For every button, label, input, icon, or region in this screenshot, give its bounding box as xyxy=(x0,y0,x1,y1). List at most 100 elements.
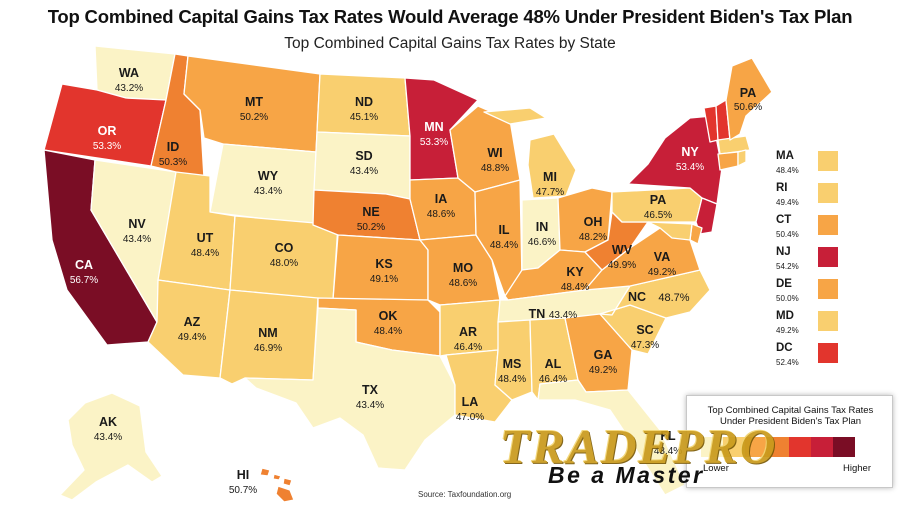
state-label-WV: WV xyxy=(612,243,633,257)
legend-swatch xyxy=(767,437,789,457)
state-value-GA: 49.2% xyxy=(589,365,617,376)
ne-abbr: RI xyxy=(776,182,788,194)
map-title: Top Combined Capital Gains Tax Rates Wou… xyxy=(47,6,853,27)
state-value-ND: 45.1% xyxy=(350,112,378,123)
legend-swatch xyxy=(789,437,811,457)
state-label-MO: MO xyxy=(453,261,473,275)
state-label-KY: KY xyxy=(566,265,584,279)
ne-swatch xyxy=(818,183,838,203)
state-value-SC: 47.3% xyxy=(631,340,659,351)
watermark-tagline: Be a Master xyxy=(548,462,705,488)
legend-swatch xyxy=(811,437,833,457)
state-value-HI: 50.7% xyxy=(229,485,257,496)
state-value-WI: 48.8% xyxy=(481,163,509,174)
state-value-MO: 48.6% xyxy=(449,278,477,289)
state-value-OR: 53.3% xyxy=(93,141,121,152)
legend-swatch xyxy=(833,437,855,457)
state-label-LA: LA xyxy=(462,395,479,409)
ne-swatch xyxy=(818,247,838,267)
source-note: Source: Taxfoundation.org xyxy=(418,490,512,499)
ne-value: 48.4% xyxy=(776,166,799,175)
state-CT xyxy=(717,151,739,171)
state-label-GA: GA xyxy=(594,348,613,362)
state-label-IA: IA xyxy=(435,192,448,206)
map-subtitle: Top Combined Capital Gains Tax Rates by … xyxy=(284,35,616,52)
state-label-NM: NM xyxy=(258,326,277,340)
state-value-NE: 50.2% xyxy=(357,222,385,233)
state-label-AZ: AZ xyxy=(184,315,201,329)
ne-swatch xyxy=(818,215,838,235)
state-label-UT: UT xyxy=(197,231,214,245)
state-value-IN: 46.6% xyxy=(528,237,556,248)
state-label-TN: TN xyxy=(529,307,546,321)
state-label-MS: MS xyxy=(503,357,522,371)
state-value-OK: 48.4% xyxy=(374,326,402,337)
ne-value: 49.2% xyxy=(776,326,799,335)
ne-item-ct: CT 50.4% xyxy=(776,214,850,244)
state-value-TN: 43.4% xyxy=(549,310,577,321)
map-legend: Top Combined Capital Gains Tax Rates Und… xyxy=(686,395,893,488)
state-HI xyxy=(259,467,295,503)
state-label-WA: WA xyxy=(119,66,139,80)
state-RI xyxy=(737,149,747,167)
state-AK xyxy=(59,392,163,501)
legend-high-label: Higher xyxy=(843,463,871,474)
state-value-MT: 50.2% xyxy=(240,112,268,123)
state-label-AK: AK xyxy=(99,415,117,429)
ne-item-nj: NJ 54.2% xyxy=(776,246,850,276)
state-value-PA: 46.5% xyxy=(644,210,672,221)
state-label-NY: NY xyxy=(681,145,699,159)
state-value-NY: 53.4% xyxy=(676,162,704,173)
ne-item-ma: MA 48.4% xyxy=(776,150,850,180)
ne-value: 49.4% xyxy=(776,198,799,207)
state-value-UT: 48.4% xyxy=(191,248,219,259)
legend-title: Top Combined Capital Gains Tax Rates Und… xyxy=(687,405,894,427)
legend-title-line2: Under President Biden's Tax Plan xyxy=(719,416,862,427)
state-value-ID: 50.3% xyxy=(159,157,187,168)
state-value-AL: 46.4% xyxy=(539,374,567,385)
ne-item-de: DE 50.0% xyxy=(776,278,850,308)
legend-swatch xyxy=(701,437,723,457)
state-label-ND: ND xyxy=(355,95,373,109)
state-value-MN: 53.3% xyxy=(420,137,448,148)
state-MD xyxy=(647,221,693,241)
legend-low-label: Lower xyxy=(703,463,729,474)
state-value-CA: 56.7% xyxy=(70,275,98,286)
ne-swatch xyxy=(818,311,838,331)
state-value-AZ: 49.4% xyxy=(178,332,206,343)
ne-abbr: MD xyxy=(776,310,794,322)
ne-swatch xyxy=(818,343,838,363)
ne-item-md: MD 49.2% xyxy=(776,310,850,340)
legend-swatch xyxy=(745,437,767,457)
ne-item-ri: RI 49.4% xyxy=(776,182,850,212)
state-MI xyxy=(483,107,547,125)
state-label-NC: NC xyxy=(628,290,646,304)
watermark-brand: TRADEPRO xyxy=(500,419,778,474)
state-value-IL: 48.4% xyxy=(490,240,518,251)
state-label-NE: NE xyxy=(362,205,379,219)
state-value-KY: 48.4% xyxy=(561,282,589,293)
state-label-WI: WI xyxy=(487,146,502,160)
state-value-IA: 48.6% xyxy=(427,209,455,220)
legend-swatch xyxy=(723,437,745,457)
state-value-AR: 46.4% xyxy=(454,342,482,353)
state-value-ME: 50.6% xyxy=(734,102,762,113)
state-label-FL: FL xyxy=(660,429,676,443)
ne-abbr: NJ xyxy=(776,246,791,258)
legend-title-line1: Top Combined Capital Gains Tax Rates xyxy=(707,405,874,416)
state-label-TX: TX xyxy=(362,383,379,397)
ne-swatch xyxy=(818,279,838,299)
state-value-WA: 43.2% xyxy=(115,83,143,94)
state-MA xyxy=(717,135,751,155)
state-NJ xyxy=(695,197,718,235)
state-label-OH: OH xyxy=(584,215,603,229)
ne-item-dc: DC 52.4% xyxy=(776,342,850,372)
state-label-NV: NV xyxy=(128,217,146,231)
state-value-TX: 43.4% xyxy=(356,400,384,411)
state-NY xyxy=(627,115,723,205)
state-label-WY: WY xyxy=(258,169,279,183)
state-label-HI: HI xyxy=(237,468,250,482)
state-label-MT: MT xyxy=(245,95,263,109)
state-VA xyxy=(584,227,701,291)
state-value-NV: 43.4% xyxy=(123,234,151,245)
